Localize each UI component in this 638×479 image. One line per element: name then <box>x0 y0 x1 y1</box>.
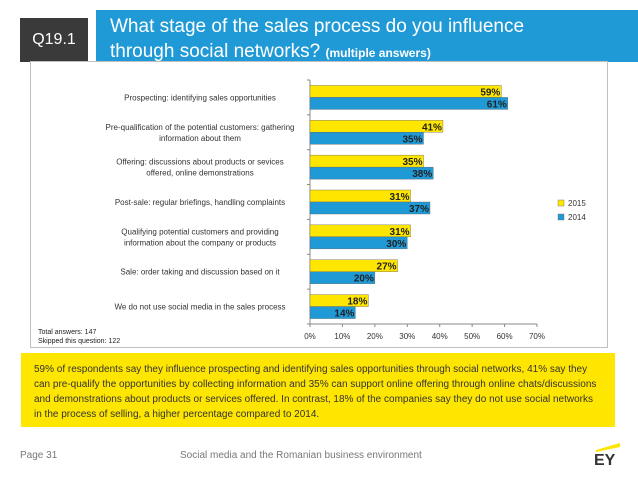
document-title: Social media and the Romanian business e… <box>180 450 422 461</box>
x-tick-label: 60% <box>497 332 513 341</box>
total-answers: Total answers: 147 <box>38 329 97 336</box>
legend-label-2015: 2015 <box>568 199 586 208</box>
category-label: Qualifying potential customers and provi… <box>121 227 278 236</box>
x-tick-label: 50% <box>464 332 480 341</box>
question-id: Q19.1 <box>32 31 76 48</box>
x-tick-label: 70% <box>529 332 545 341</box>
category-label: information about the company or product… <box>124 238 276 247</box>
legend-swatch-2015 <box>557 199 565 207</box>
page-number: Page 31 <box>20 450 58 461</box>
data-label-2014: 20% <box>354 274 374 285</box>
data-label-2014: 61% <box>487 99 507 110</box>
chart-panel: 0% 10% 20% 30% 40% 50% 60% 70% Prospecting: iden… <box>30 61 608 348</box>
bar-2014 <box>309 132 424 145</box>
summary-box: 59% of respondents say they influence pr… <box>21 353 615 427</box>
data-label-2014: 38% <box>412 169 432 180</box>
skipped-question: Skipped this question: 122 <box>38 338 121 345</box>
page-title-question: through social networks? <box>110 41 321 62</box>
page-title-line1: What stage of the sales process do you i… <box>110 16 525 37</box>
title-bar: What stage of the sales process do you i… <box>96 10 638 62</box>
bar-2014 <box>309 201 431 215</box>
data-label-2015: 41% <box>422 122 442 133</box>
data-label-2014: 37% <box>409 204 429 215</box>
ey-logo: EY <box>594 443 620 466</box>
category-label: offered, online demonstrations <box>146 169 253 178</box>
bar-2014 <box>309 166 434 180</box>
data-label-2015: 18% <box>347 297 367 308</box>
x-tick-label: 20% <box>367 332 383 341</box>
page-title-note: (multiple answers) <box>325 46 431 60</box>
data-label-2015: 31% <box>390 227 410 238</box>
bar-2014 <box>309 236 408 250</box>
data-label-2015: 59% <box>480 87 500 98</box>
summary-text: 59% of respondents say they influence pr… <box>34 364 597 420</box>
legend-swatch-2014 <box>557 213 565 221</box>
bar-2015 <box>309 85 502 98</box>
data-label-2014: 14% <box>334 309 354 320</box>
bar-2014 <box>309 271 376 284</box>
ey-logo-text: EY <box>594 452 616 466</box>
x-tick-label: 10% <box>334 332 350 341</box>
x-tick-label: 40% <box>432 332 448 341</box>
question-badge: Q19.1 <box>20 18 88 62</box>
data-label-2014: 30% <box>386 239 406 250</box>
category-label: Pre-qualification of the potential custo… <box>106 123 295 132</box>
data-label-2015: 31% <box>390 192 410 203</box>
data-label-2015: 27% <box>377 262 397 273</box>
data-label-2015: 35% <box>402 157 422 168</box>
category-label: Offering: discussions about products or … <box>116 158 284 167</box>
category-label: Sale: order taking and discussion based … <box>120 268 280 277</box>
bar-chart: 0% 10% 20% 30% 40% 50% 60% 70% Prospecting: iden… <box>106 79 586 341</box>
category-label: Prospecting: identifying sales opportuni… <box>124 93 276 102</box>
x-tick-label: 30% <box>399 332 415 341</box>
category-label: Post-sale: regular briefings, handling c… <box>115 198 285 207</box>
bar-2014 <box>309 306 356 319</box>
category-label: information about them <box>159 134 241 143</box>
ey-logo-beam <box>596 443 620 452</box>
bar-2014 <box>309 97 509 110</box>
totals-note: Total answers: 147 Skipped this question… <box>38 328 120 346</box>
x-tick-label: 0% <box>304 332 316 341</box>
legend-label-2014: 2014 <box>568 213 586 222</box>
page-title-line2: through social networks? (multiple answe… <box>110 41 431 63</box>
category-label: We do not use social media in the sales … <box>114 303 285 312</box>
data-label-2014: 35% <box>402 134 422 145</box>
